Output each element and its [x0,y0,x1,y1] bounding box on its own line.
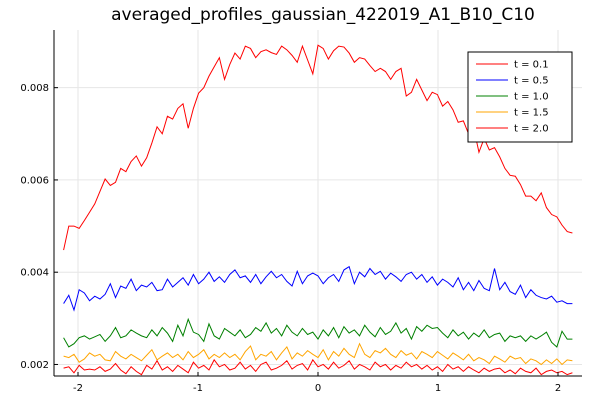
legend-box [467,51,573,143]
y-tick-label: 0.002 [20,360,49,371]
legend-label: t = 1.5 [514,108,549,119]
series-line-2 [63,317,573,348]
x-tick-label: 0 [315,383,321,394]
x-tick-label: 1 [435,383,441,394]
series-group [63,44,573,376]
x-tick-label: -2 [73,383,83,394]
series-line-0 [63,44,573,251]
x-tick-label: -1 [193,383,203,394]
x-tick-label: 2 [555,383,561,394]
legend-label: t = 1.0 [514,92,549,103]
axes [53,30,582,377]
chart-title: averaged_profiles_gaussian_422019_A1_B10… [111,5,535,25]
y-tick-label: 0.006 [20,175,49,186]
legend: t = 0.1 t = 0.5 t = 1.0 t = 1.5 t = 2.0 [467,51,573,143]
y-tick-label: 0.008 [20,83,49,94]
legend-label: t = 0.1 [514,60,549,71]
series-line-1 [63,265,573,312]
legend-label: t = 2.0 [514,124,549,135]
legend-label: t = 0.5 [514,76,549,87]
series-line-3 [63,342,573,366]
y-tick-label: 0.004 [20,268,49,279]
series-line-4 [63,358,573,376]
tick-labels: -2 -1 0 1 2 0.002 0.004 0.006 0.008 [20,83,561,394]
